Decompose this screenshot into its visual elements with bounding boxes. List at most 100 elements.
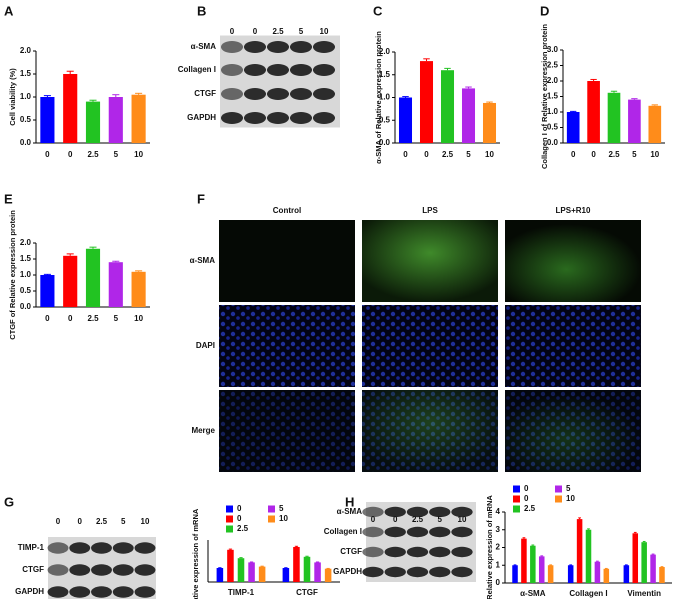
lane-label: 5 [438,515,443,524]
y-tick-label: 3.0 [547,45,559,54]
y-tick-label: 1.5 [547,92,559,101]
y-tick-label: 1.5 [20,254,32,263]
lane-label: 10 [458,515,467,524]
bar [40,97,55,143]
row-label: DAPI [196,341,215,350]
panel-letter: F [197,191,205,206]
panel-letter: B [197,3,206,18]
x-tick-label: 10 [650,150,659,159]
y-tick-label: 0.5 [20,115,32,124]
y-tick-label: 1.0 [20,270,32,279]
blot-band [362,506,384,518]
bar [419,61,434,143]
blot-band [384,506,406,518]
x-tick-label: CTGF [296,588,318,597]
bar [587,81,600,143]
legend-swatch [555,495,562,503]
blot-band [266,41,290,53]
row-label: α-SMA [190,256,216,265]
blot-band [220,112,244,124]
lane-label: 0 [253,27,258,36]
legend-label: 2.5 [237,524,249,533]
bar [216,568,224,582]
lane-label: 10 [141,517,150,526]
y-tick-label: 0.5 [547,123,559,132]
lane-label: 0 [56,517,61,526]
micrograph [505,220,641,302]
y-tick-label: 1.5 [20,69,32,78]
blot-band [362,526,384,538]
band-label: GAPDH [15,587,44,596]
lane-label: 2.5 [272,27,284,36]
bar [108,97,123,143]
blot-band [289,64,313,76]
legend-label: 2.5 [524,504,536,513]
y-tick-label: 0.5 [379,115,391,124]
band-label: Collagen I [324,527,362,536]
y-axis-label: α-SMA of Relative expression protein [374,31,383,164]
column-header: LPS [422,206,438,215]
blot-band [220,88,244,100]
bar [482,102,497,143]
y-tick-label: 0.0 [20,302,32,311]
y-tick-label: 0.0 [379,138,391,147]
panel-letter: E [4,191,13,206]
bar [440,70,455,143]
blot-band [243,41,267,53]
bar [314,562,321,582]
blot-band [429,526,451,538]
legend-swatch [268,515,275,523]
blot-band [312,64,336,76]
legend-label: 0 [237,504,242,513]
bar [603,568,610,583]
x-tick-label: 5 [114,314,119,323]
x-tick-label: 0 [403,150,408,159]
bar [607,92,621,143]
micrograph-overlay [505,390,641,472]
bar [131,271,146,307]
blot-band [91,564,112,576]
blot-band [384,546,406,558]
blot-band [112,542,134,554]
x-tick-label: 0 [424,150,429,159]
blot-band [134,564,156,576]
lane-label: 5 [299,27,304,36]
blot-band [289,41,313,53]
band-label: GAPDH [333,567,362,576]
y-tick-label: 0 [496,578,501,587]
lane-label: 0 [230,27,235,36]
bar [303,556,311,582]
y-tick-label: 2.0 [20,238,32,247]
x-tick-label: 2.5 [442,150,454,159]
bar [538,556,545,583]
legend-swatch [513,485,520,493]
band-label: α-SMA [337,507,363,516]
y-axis-label: Relative expression of mRNA [191,508,200,599]
x-tick-label: 2.5 [87,150,99,159]
bar [628,99,641,143]
bar [566,112,580,143]
lane-label: 10 [320,27,329,36]
bar [623,565,630,583]
y-tick-label: 0.5 [20,286,32,295]
bar [521,538,527,583]
bar [258,566,266,582]
y-tick-label: 0.0 [20,138,32,147]
band-label: Collagen I [178,65,216,74]
blot-band [429,546,451,558]
bar [398,97,413,143]
bar [293,547,300,582]
blot-band [406,546,429,558]
panel-letter: H [345,494,354,509]
y-tick-label: 1.5 [379,70,391,79]
legend-swatch [226,505,233,513]
blot-band [112,564,134,576]
panel-letter: G [4,494,14,509]
band-label: TIMP-1 [18,543,45,552]
blot-band [47,564,69,576]
y-axis-label: Relative expression of mRNA [485,495,494,599]
y-tick-label: 1.0 [20,92,32,101]
legend-label: 0 [524,494,529,503]
legend-swatch [513,505,520,513]
panel-letter: A [4,3,14,18]
